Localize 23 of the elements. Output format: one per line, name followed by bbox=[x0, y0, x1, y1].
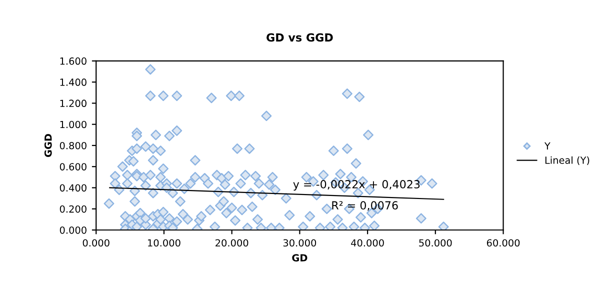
y-tick-label: 1.600 bbox=[60, 57, 86, 65]
y-tick-label: 1.000 bbox=[60, 120, 86, 128]
y-tick-label: 0.800 bbox=[60, 142, 86, 150]
x-tick-label: 0.000 bbox=[82, 239, 110, 247]
y-tick-label: 0.000 bbox=[60, 226, 86, 234]
x-axis-title: GD bbox=[292, 254, 308, 262]
y-tick-label: 0.200 bbox=[60, 205, 86, 213]
chart-title: GD vs GGD bbox=[266, 33, 333, 42]
y-tick-label: 1.400 bbox=[60, 78, 86, 86]
annotation: R² = 0,0076 bbox=[332, 201, 398, 211]
legend-label: Y bbox=[544, 142, 550, 150]
y-tick-label: 1.200 bbox=[60, 100, 86, 108]
legend-label: Lineal (Y) bbox=[545, 156, 590, 166]
x-tick-label: 10.000 bbox=[148, 239, 180, 247]
x-tick-label: 30.000 bbox=[283, 239, 316, 247]
y-axis-title: GGD bbox=[44, 134, 52, 158]
y-tick-label: 0.400 bbox=[60, 184, 86, 192]
y-tick-label: 0.600 bbox=[60, 163, 86, 170]
annotation: y = -0,0022x + 0,4023 bbox=[293, 180, 420, 191]
x-tick-label: 20.000 bbox=[216, 239, 248, 247]
x-tick-label: 50.000 bbox=[419, 239, 452, 247]
x-tick-label: 40.000 bbox=[351, 239, 384, 247]
x-tick-label: 60.000 bbox=[486, 239, 520, 247]
